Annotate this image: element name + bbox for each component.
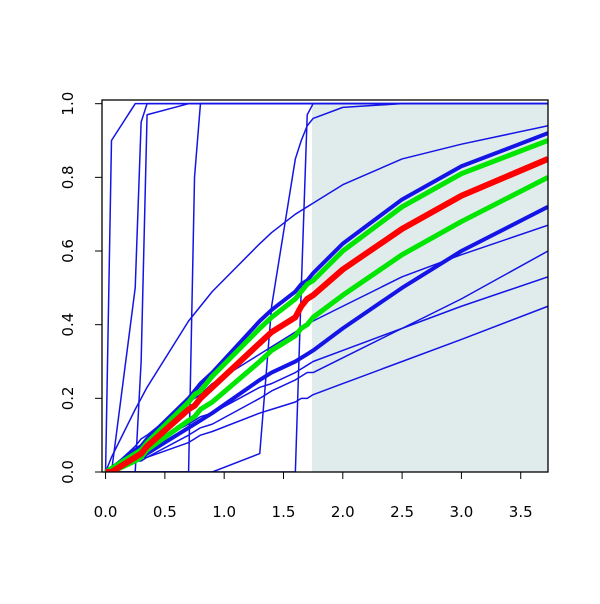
axes: 0.0 0.5 1.0 1.5 2.0 2.5 3.0 3.5 0.0 0.2 0.4 0.6 0.8 1… (59, 92, 549, 521)
x-tick-label: 3.5 (509, 503, 533, 521)
series-line (105, 224, 548, 472)
y-tick-label: 0.8 (59, 165, 77, 189)
series-line (105, 102, 548, 472)
x-tick-label: 0.5 (153, 503, 177, 521)
series-line (104, 125, 548, 472)
series-line (105, 156, 548, 472)
shaded-region (311, 103, 548, 472)
y-tick-label: 0.0 (59, 460, 77, 484)
plot-frame (101, 99, 549, 473)
x-tick-label: 1.0 (212, 503, 236, 521)
y-tick-label: 0.2 (59, 386, 77, 410)
series-line (105, 250, 548, 472)
x-tick-label: 1.5 (272, 503, 296, 521)
x-tick-label: 3.0 (449, 503, 473, 521)
series-line (105, 102, 548, 472)
plot-area (104, 102, 548, 472)
y-tick-label: 0.6 (59, 239, 77, 263)
series-line (105, 175, 548, 472)
y-tick-label: 1.0 (59, 92, 77, 116)
x-tick-label: 2.5 (390, 503, 414, 521)
x-tick-label: 2.0 (331, 503, 355, 521)
x-tick-label: 0.0 (94, 503, 118, 521)
y-tick-label: 0.4 (59, 313, 77, 337)
